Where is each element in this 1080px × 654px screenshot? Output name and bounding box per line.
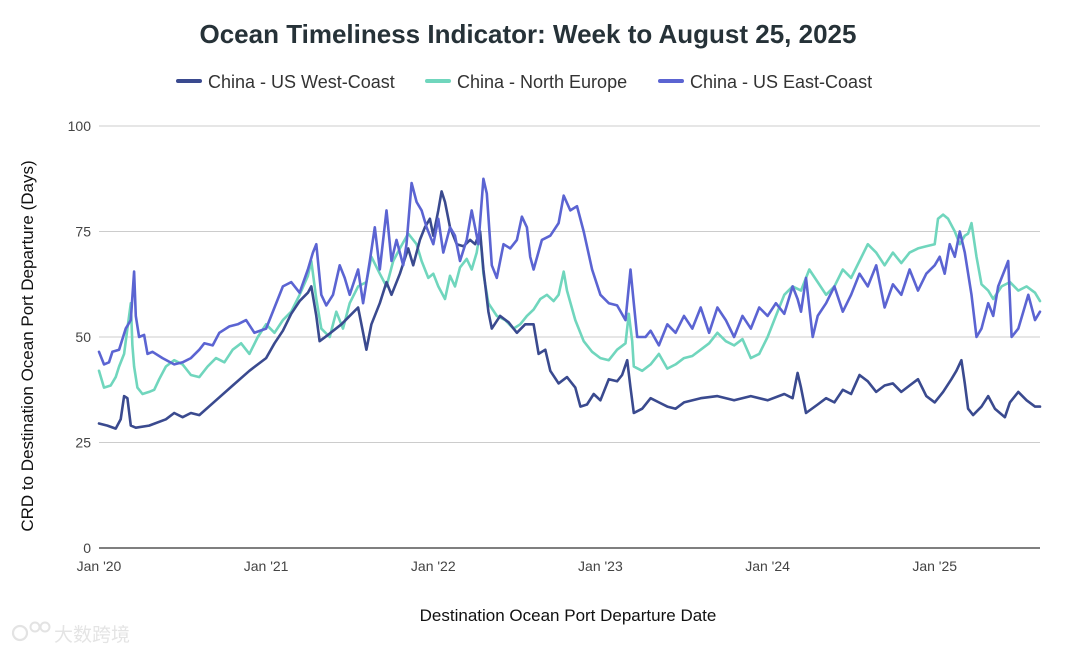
y-tick-label: 100 [68,118,92,134]
y-tick-label: 0 [83,540,91,556]
watermark: 大数跨境 [11,621,130,646]
y-grid [99,125,1040,549]
x-tick-label: Jan '25 [912,558,957,574]
series-lines [97,177,1042,430]
y-tick-label: 25 [75,435,91,451]
x-tick-label: Jan '20 [77,558,122,574]
x-tick-label: Jan '21 [244,558,289,574]
y-tick-label: 50 [75,329,91,345]
legend-label-east-coast: China - US East-Coast [690,72,872,92]
y-tick-labels: 0 25 50 75 100 [68,118,92,556]
legend-label-west-coast: China - US West-Coast [208,72,395,92]
series-line-china-us-west-coast [97,190,1042,430]
series-line-china-north-europe [97,213,1042,396]
chart-title: Ocean Timeliness Indicator: Week to Augu… [200,19,857,49]
x-tick-labels: Jan '20 Jan '21 Jan '22 Jan '23 Jan '24 Jan '… [77,558,958,574]
x-tick-label: Jan '23 [578,558,623,574]
y-tick-label: 75 [75,224,91,240]
watermark-text: 大数跨境 [54,624,130,646]
y-axis-label: CRD to Destination Ocean Port Departure … [18,160,37,531]
legend-label-north-europe: China - North Europe [457,72,627,92]
x-tick-label: Jan '24 [745,558,790,574]
logo-icon [11,621,51,642]
legend: China - US West-Coast China - North Euro… [176,72,872,92]
series-line-china-us-east-coast [97,177,1042,366]
x-tick-label: Jan '22 [411,558,456,574]
x-axis-label: Destination Ocean Port Departure Date [420,606,717,625]
